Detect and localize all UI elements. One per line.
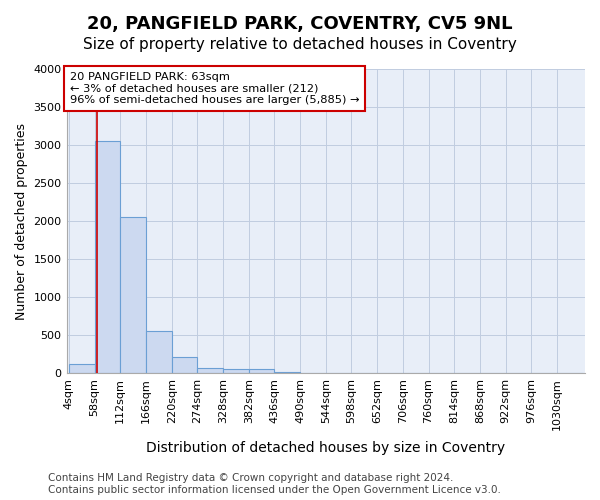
Text: Size of property relative to detached houses in Coventry: Size of property relative to detached ho… <box>83 38 517 52</box>
Bar <box>172 358 197 374</box>
Bar <box>95 142 120 374</box>
Bar <box>69 364 95 374</box>
Y-axis label: Number of detached properties: Number of detached properties <box>15 122 28 320</box>
Bar <box>249 368 274 374</box>
Text: Contains HM Land Registry data © Crown copyright and database right 2024.
Contai: Contains HM Land Registry data © Crown c… <box>48 474 501 495</box>
Bar <box>274 372 300 374</box>
Bar <box>197 368 223 374</box>
Bar <box>223 369 249 374</box>
X-axis label: Distribution of detached houses by size in Coventry: Distribution of detached houses by size … <box>146 441 505 455</box>
Text: 20, PANGFIELD PARK, COVENTRY, CV5 9NL: 20, PANGFIELD PARK, COVENTRY, CV5 9NL <box>87 15 513 33</box>
Text: 20 PANGFIELD PARK: 63sqm
← 3% of detached houses are smaller (212)
96% of semi-d: 20 PANGFIELD PARK: 63sqm ← 3% of detache… <box>70 72 359 105</box>
Bar <box>120 218 146 374</box>
Bar <box>146 332 172 374</box>
